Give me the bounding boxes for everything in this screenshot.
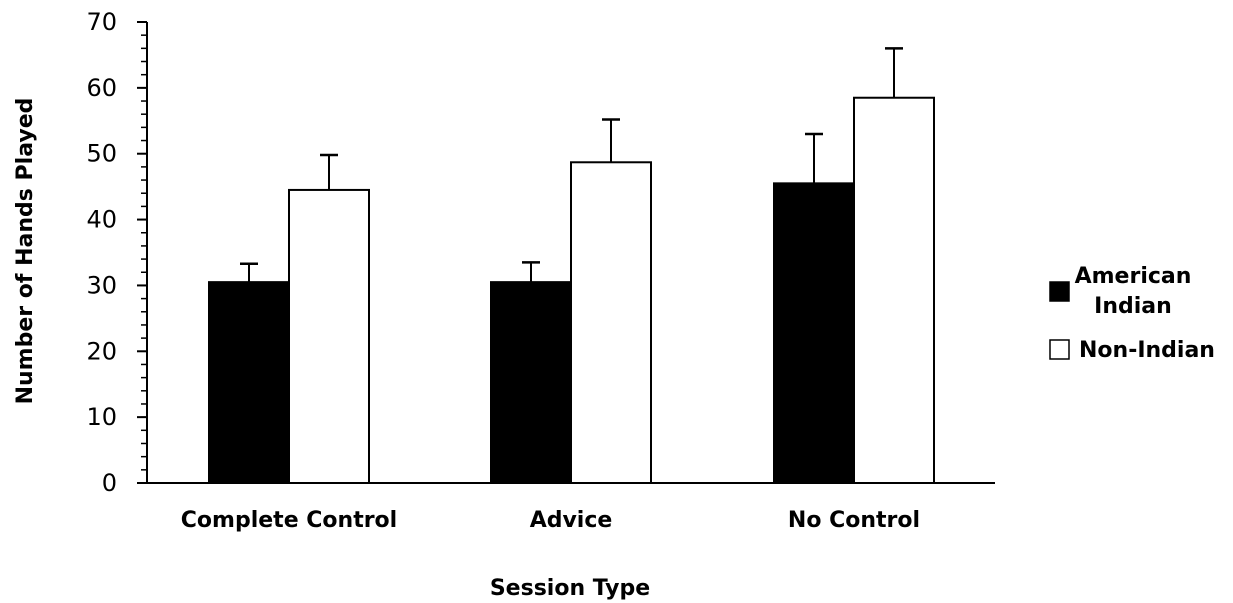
y-tick-label: 60 [86,74,117,102]
bar-non-indian [853,96,935,484]
bars [208,47,935,485]
legend-swatch [1049,339,1070,360]
category-label: Advice [530,508,613,533]
y-tick-label: 70 [86,8,117,36]
y-tick-label: 50 [86,140,117,168]
legend-label: Indian [1094,294,1172,319]
bar-american-indian [490,281,572,484]
y-tick-label: 0 [102,469,117,497]
bar-american-indian [208,281,290,484]
legend-label: American [1075,264,1192,289]
y-axis-title: Number of Hands Played [13,98,38,405]
category-labels: Complete Control Advice No Control [181,508,920,533]
legend: American Indian Non-Indian [1049,264,1215,363]
y-tick-label: 10 [86,403,117,431]
y-axis: 0 10 20 30 40 50 60 70 [86,8,148,497]
y-tick-label: 40 [86,206,117,234]
bar-non-indian [288,188,370,485]
x-axis-title: Session Type [490,576,650,601]
legend-swatch [1049,281,1070,302]
y-tick-label: 30 [86,271,117,299]
y-tick-label: 20 [86,337,117,365]
bar-american-indian [773,182,855,484]
legend-label: Non-Indian [1079,338,1215,363]
category-label: Complete Control [181,508,397,533]
category-label: No Control [788,508,920,533]
bar-non-indian [570,161,652,484]
